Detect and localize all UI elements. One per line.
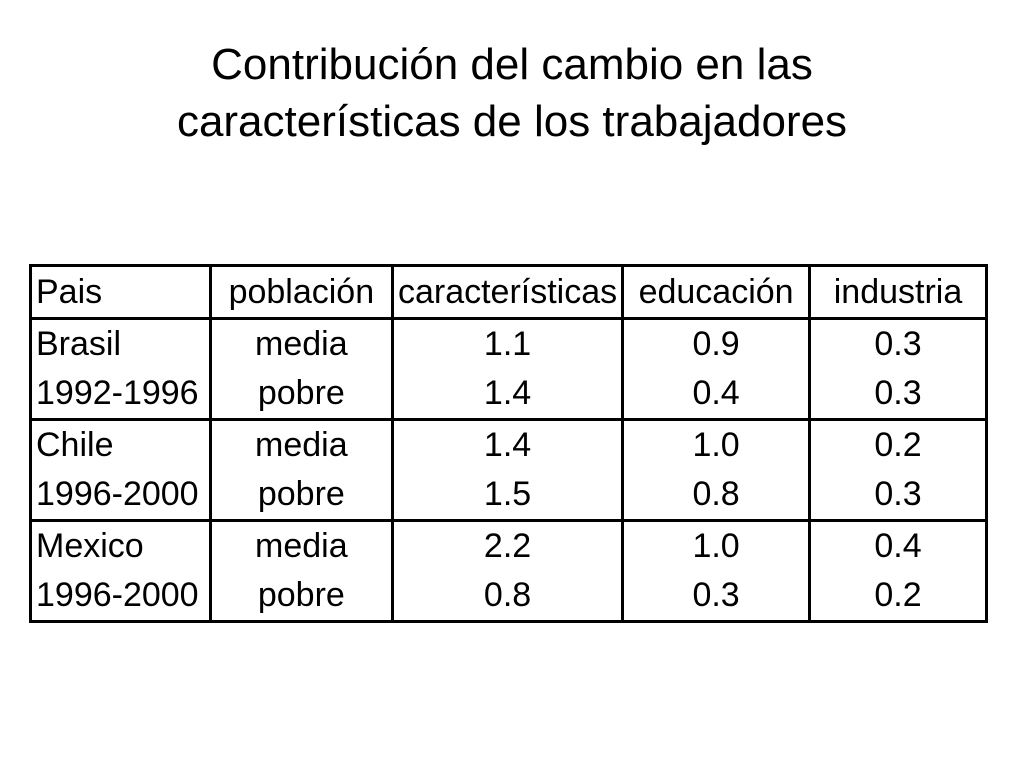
header-industria: industria (808, 265, 988, 320)
characteristics-value: 1.5 (483, 475, 532, 513)
characteristics-cell: 1.1 1.4 (390, 318, 625, 420)
header-row: Pais población características educación… (29, 265, 988, 320)
industry-cell: 0.3 0.3 (808, 318, 988, 420)
header-caracteristicas: características (390, 265, 625, 320)
education-cell: 1.0 0.3 (621, 520, 811, 622)
country-period: 1992-1996 (36, 374, 199, 412)
industry-value: 0.4 (874, 527, 922, 565)
education-value: 1.0 (692, 426, 740, 464)
contribution-table: Pais población características educación… (29, 264, 988, 623)
characteristics-value: 1.4 (483, 374, 532, 412)
education-value: 0.3 (692, 576, 740, 614)
education-value: 1.0 (692, 527, 740, 565)
industry-value: 0.3 (874, 475, 922, 513)
country-period: 1996-2000 (36, 576, 199, 614)
characteristics-cell: 2.2 0.8 (390, 520, 625, 622)
country-cell: Mexico 1996-2000 (29, 520, 212, 622)
education-value: 0.9 (692, 325, 740, 363)
table-row: Brasil 1992-1996 media pobre 1.1 1.4 0.9… (29, 318, 988, 420)
industry-value: 0.2 (874, 576, 922, 614)
industry-value: 0.2 (874, 426, 922, 464)
population-value: pobre (257, 576, 345, 614)
table-row: Mexico 1996-2000 media pobre 2.2 0.8 1.0… (29, 520, 988, 622)
table-body: Brasil 1992-1996 media pobre 1.1 1.4 0.9… (29, 318, 988, 622)
header-pais: Pais (29, 265, 212, 320)
population-cell: media pobre (208, 419, 394, 521)
population-cell: media pobre (208, 520, 394, 622)
page-title: Contribución del cambio en las caracterí… (0, 36, 1024, 150)
characteristics-cell: 1.4 1.5 (390, 419, 625, 521)
population-value: media (255, 325, 348, 363)
population-value: media (255, 426, 348, 464)
country-cell: Chile 1996-2000 (29, 419, 212, 521)
characteristics-value: 0.8 (483, 576, 532, 614)
characteristics-value: 1.4 (483, 426, 532, 464)
header-poblacion: población (208, 265, 394, 320)
header-educacion: educación (621, 265, 811, 320)
population-cell: media pobre (208, 318, 394, 420)
industry-cell: 0.2 0.3 (808, 419, 988, 521)
education-value: 0.8 (692, 475, 740, 513)
industry-cell: 0.4 0.2 (808, 520, 988, 622)
country-name: Brasil (36, 325, 122, 363)
education-cell: 1.0 0.8 (621, 419, 811, 521)
characteristics-value: 2.2 (483, 527, 532, 565)
population-value: pobre (257, 374, 345, 412)
page-title-line-1: Contribución del cambio en las (211, 40, 813, 89)
education-cell: 0.9 0.4 (621, 318, 811, 420)
industry-value: 0.3 (874, 325, 922, 363)
education-value: 0.4 (692, 374, 740, 412)
characteristics-value: 1.1 (483, 325, 532, 363)
page-title-line-2: características de los trabajadores (176, 97, 848, 146)
table-header: Pais población características educación… (29, 265, 988, 320)
table-row: Chile 1996-2000 media pobre 1.4 1.5 1.0 … (29, 419, 988, 521)
country-period: 1996-2000 (36, 475, 199, 513)
country-cell: Brasil 1992-1996 (29, 318, 212, 420)
population-value: pobre (257, 475, 345, 513)
industry-value: 0.3 (874, 374, 922, 412)
country-name: Chile (36, 426, 114, 464)
country-name: Mexico (36, 527, 144, 565)
population-value: media (255, 527, 348, 565)
